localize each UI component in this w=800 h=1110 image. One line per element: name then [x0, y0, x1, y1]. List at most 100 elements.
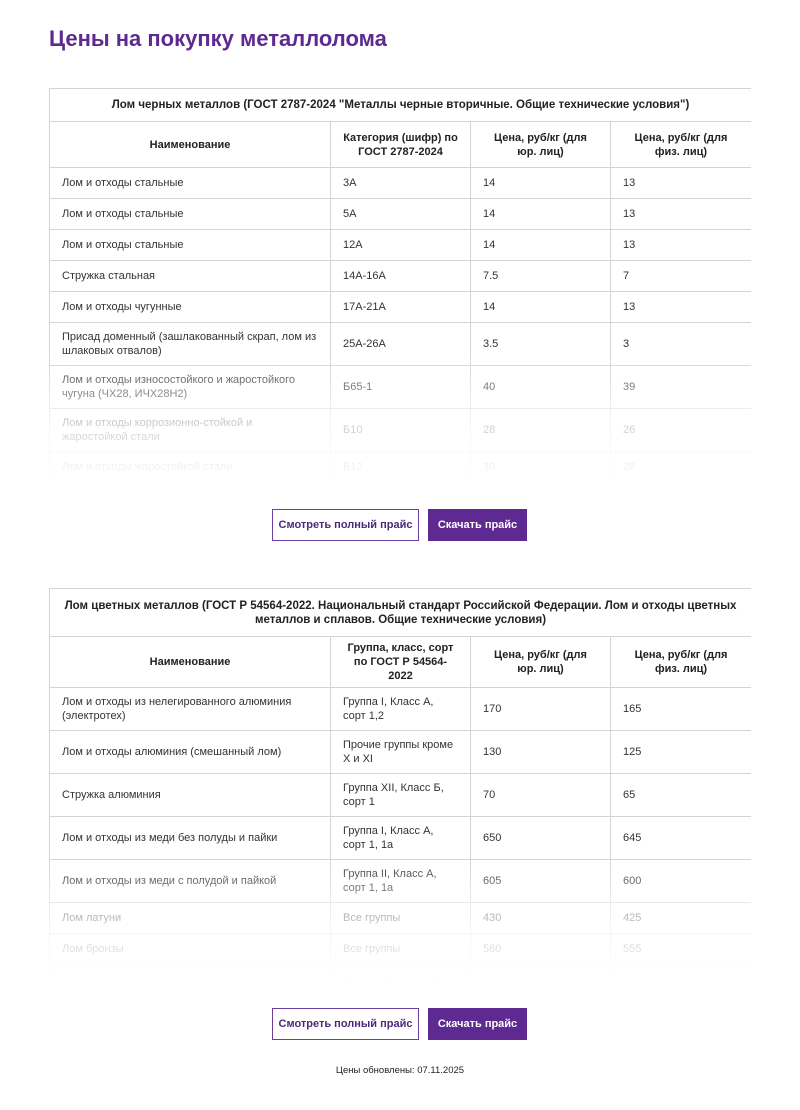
- price-individual: 26: [609, 408, 751, 452]
- price-individual: 13: [609, 229, 751, 261]
- price-legal: 130: [470, 730, 611, 774]
- price-individual: 165: [609, 687, 751, 731]
- price-individual: 28: [609, 451, 751, 482]
- table-row: Лом и отходы чугунные 17А-21А 14 13: [49, 291, 751, 323]
- item-category: Б12: [330, 451, 471, 482]
- download-price-button[interactable]: Скачать прайс: [428, 509, 527, 541]
- price-individual: 39: [609, 365, 751, 409]
- price-legal: 605: [470, 859, 611, 903]
- table-row: Группа XV, класс Г,: [49, 964, 751, 985]
- price-legal: 560: [470, 933, 611, 965]
- item-name: Стружка алюминия: [49, 773, 331, 817]
- nonferrous-actions: Смотреть полный прайс Скачать прайс: [272, 1008, 527, 1040]
- table-row: Лом и отходы износостойкого и жаростойко…: [49, 365, 751, 409]
- item-name: Лом и отходы жаростойкой стали: [49, 451, 331, 482]
- price-legal: 650: [470, 816, 611, 860]
- price-legal: 40: [470, 365, 611, 409]
- table-title: Лом цветных металлов (ГОСТ Р 54564-2022.…: [49, 588, 751, 637]
- column-header: Цена, руб/кг (для юр. лиц): [470, 636, 611, 688]
- item-category: Группа I, Класс А, сорт 1,2: [330, 687, 471, 731]
- table-row: Лом и отходы стальные 5А 14 13: [49, 198, 751, 230]
- price-legal: 3.5: [470, 322, 611, 366]
- item-name: Лом латуни: [49, 902, 331, 934]
- price-legal: 30: [470, 451, 611, 482]
- table-title: Лом черных металлов (ГОСТ 2787-2024 "Мет…: [49, 88, 751, 122]
- price-individual: 645: [609, 816, 751, 860]
- item-category: Группа II, Класс А, сорт 1, 1а: [330, 859, 471, 903]
- item-category: Все группы: [330, 902, 471, 934]
- price-individual: 13: [609, 291, 751, 323]
- table-row: Лом бронзы Все группы 560 555: [49, 933, 751, 965]
- price-individual: 13: [609, 167, 751, 199]
- price-legal: [470, 964, 611, 985]
- price-legal: 14: [470, 291, 611, 323]
- table-row: Лом и отходы стальные 12А 14 13: [49, 229, 751, 261]
- view-full-price-button[interactable]: Смотреть полный прайс: [272, 1008, 419, 1040]
- table-row: Стружка алюминия Группа XII, Класс Б, сор…: [49, 773, 751, 817]
- price-legal: 7.5: [470, 260, 611, 292]
- item-category: Все группы: [330, 933, 471, 965]
- price-legal: 14: [470, 229, 611, 261]
- nonferrous-table-container: Лом цветных металлов (ГОСТ Р 54564-2022.…: [49, 588, 751, 985]
- ferrous-actions: Смотреть полный прайс Скачать прайс: [272, 509, 527, 541]
- item-category: Прочие группы кроме X и XI: [330, 730, 471, 774]
- download-price-button[interactable]: Скачать прайс: [428, 1008, 527, 1040]
- item-category: Группа I, Класс А, сорт 1, 1а: [330, 816, 471, 860]
- table-row: Лом и отходы из нелегированного алюминия…: [49, 687, 751, 731]
- prices-updated-note: Цены обновлены: 07.11.2025: [335, 1065, 465, 1076]
- item-category: 5А: [330, 198, 471, 230]
- column-header: Наименование: [49, 121, 331, 168]
- price-legal: 14: [470, 198, 611, 230]
- price-individual: [609, 964, 751, 985]
- price-individual: 125: [609, 730, 751, 774]
- table-row: Лом и отходы из меди с полудой и пайкой Г…: [49, 859, 751, 903]
- column-header: Группа, класс, сорт по ГОСТ Р 54564-2022: [330, 636, 471, 688]
- table-row: Стружка стальная 14А-16А 7.5 7: [49, 260, 751, 292]
- price-legal: 170: [470, 687, 611, 731]
- page-title: Цены на покупку металлолома: [49, 26, 387, 51]
- item-name: [49, 964, 331, 985]
- nonferrous-price-table: Лом цветных металлов (ГОСТ Р 54564-2022.…: [49, 588, 751, 985]
- item-category: Группа XII, Класс Б, сорт 1: [330, 773, 471, 817]
- price-individual: 600: [609, 859, 751, 903]
- column-header: Наименование: [49, 636, 331, 688]
- item-name: Лом бронзы: [49, 933, 331, 965]
- price-individual: 65: [609, 773, 751, 817]
- table-row: Лом и отходы жаростойкой стали Б12 30 28: [49, 451, 751, 482]
- view-full-price-button[interactable]: Смотреть полный прайс: [272, 509, 419, 541]
- column-header: Категория (шифр) по ГОСТ 2787-2024: [330, 121, 471, 168]
- item-name: Лом и отходы коррозионно-стойкой и жарос…: [49, 408, 331, 452]
- price-legal: 430: [470, 902, 611, 934]
- ferrous-table-container: Лом черных металлов (ГОСТ 2787-2024 "Мет…: [49, 88, 751, 482]
- column-header: Цена, руб/кг (для юр. лиц): [470, 121, 611, 168]
- price-legal: 14: [470, 167, 611, 199]
- item-category: 25А-26А: [330, 322, 471, 366]
- item-category: 14А-16А: [330, 260, 471, 292]
- item-name: Присад доменный (зашлакованный скрап, ло…: [49, 322, 331, 366]
- table-row: Лом и отходы стальные 3А 14 13: [49, 167, 751, 199]
- item-name: Лом и отходы из нелегированного алюминия…: [49, 687, 331, 731]
- item-name: Лом и отходы алюминия (смешанный лом): [49, 730, 331, 774]
- item-category: 12А: [330, 229, 471, 261]
- table-row: Присад доменный (зашлакованный скрап, ло…: [49, 322, 751, 366]
- column-header: Цена, руб/кг (для физ. лиц): [609, 121, 751, 168]
- item-name: Лом и отходы стальные: [49, 198, 331, 230]
- price-individual: 13: [609, 198, 751, 230]
- item-name: Лом и отходы из меди без полуды и пайки: [49, 816, 331, 860]
- item-name: Лом и отходы износостойкого и жаростойко…: [49, 365, 331, 409]
- table-row: Лом и отходы из меди без полуды и пайки Г…: [49, 816, 751, 860]
- table-row: Лом и отходы алюминия (смешанный лом) Про…: [49, 730, 751, 774]
- item-name: Лом и отходы из меди с полудой и пайкой: [49, 859, 331, 903]
- item-name: Лом и отходы стальные: [49, 229, 331, 261]
- item-category: Б10: [330, 408, 471, 452]
- ferrous-price-table: Лом черных металлов (ГОСТ 2787-2024 "Мет…: [49, 88, 751, 482]
- price-individual: 425: [609, 902, 751, 934]
- item-name: Лом и отходы стальные: [49, 167, 331, 199]
- column-header: Цена, руб/кг (для физ. лиц): [609, 636, 751, 688]
- item-category: Б65-1: [330, 365, 471, 409]
- item-category: 3А: [330, 167, 471, 199]
- table-row: Лом латуни Все группы 430 425: [49, 902, 751, 934]
- table-row: Лом и отходы коррозионно-стойкой и жарос…: [49, 408, 751, 452]
- price-legal: 70: [470, 773, 611, 817]
- item-category: Группа XV, класс Г,: [330, 964, 471, 985]
